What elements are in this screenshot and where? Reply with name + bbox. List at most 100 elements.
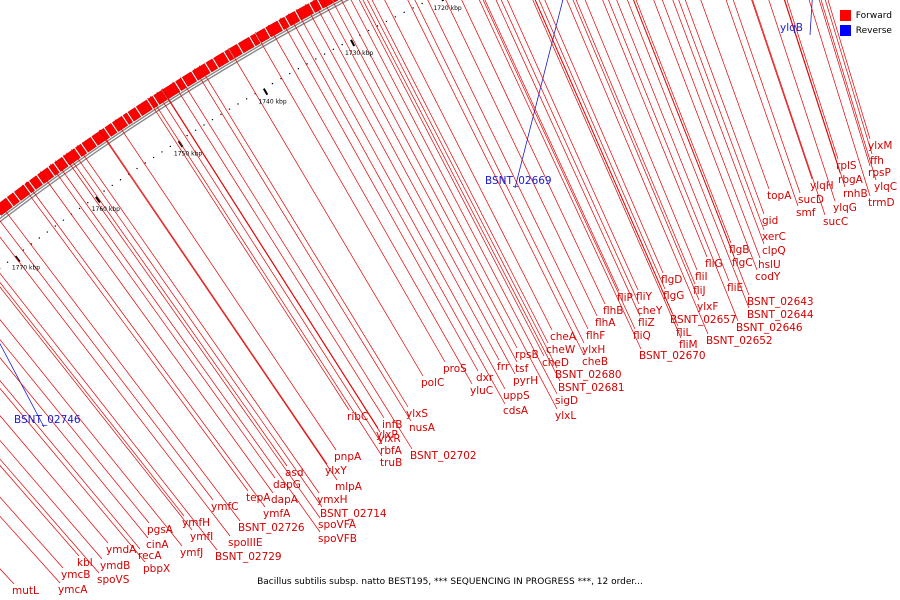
gene-label: BSNT_02729 (215, 551, 282, 563)
gene-leader (575, 0, 696, 285)
gene-leader (0, 236, 231, 537)
scale-ticks (0, 0, 445, 269)
gene-leader (371, 0, 549, 344)
reverse-swatch (839, 25, 851, 36)
scale-minor-tick (78, 207, 81, 210)
reverse-label: Reverse (855, 25, 892, 36)
gene-leader (507, 0, 639, 291)
gene-label: cheA (550, 331, 577, 343)
gene-leader (362, 0, 561, 382)
gene-leader (350, 0, 558, 395)
scale-major-tick (95, 196, 101, 204)
gene-label: dapA (271, 494, 299, 506)
gene-leader (114, 119, 337, 451)
gene-leader (156, 91, 383, 445)
gene-label: fliG (705, 258, 723, 270)
gene-label: ylqG (833, 202, 857, 214)
gene-block (332, 0, 339, 3)
scale-minor-tick (203, 124, 205, 126)
scale-minor-tick (161, 151, 163, 153)
gene-leader (304, 4, 500, 361)
gene-label: BSNT_02646 (736, 322, 803, 334)
gene-label: fliP (617, 292, 633, 304)
gene-label: yluC (470, 385, 493, 397)
gene-leader (0, 286, 193, 531)
gene-label: BSNT_02644 (747, 309, 814, 321)
gene-label: ylxF (697, 301, 718, 313)
gene-label: sucD (798, 194, 824, 206)
gene-label: spoVFB (318, 533, 357, 545)
gene-label: spoVFA (318, 519, 357, 531)
forward-swatch (839, 10, 851, 21)
gene-label: recA (138, 550, 162, 562)
gene-label: hslU (758, 259, 781, 271)
scale-major-tick (262, 88, 269, 96)
gene-label: ylxH (582, 344, 605, 356)
gene-leader (732, 0, 801, 194)
gene-label: ymfI (190, 531, 213, 543)
gene-leader (0, 272, 218, 551)
gene-label: uppS (503, 390, 530, 402)
gene-leader (367, 0, 558, 369)
gene-label: dxr (476, 372, 494, 384)
gene-block (295, 3, 315, 21)
gene-leader (287, 13, 506, 405)
gene-block (13, 184, 31, 201)
map-caption: Bacillus subtilis subsp. natto BEST195, … (257, 577, 643, 587)
gene-label: rplS (836, 160, 857, 172)
gene-label: sucC (823, 216, 848, 228)
legend-forward: Forward (839, 8, 892, 23)
scale-minor-tick (103, 190, 105, 192)
scale-minor-tick (228, 108, 231, 110)
gene-block (255, 28, 271, 43)
scale-minor-tick (403, 11, 405, 14)
gene-label: proS (443, 363, 467, 375)
gene-label: flgC (732, 257, 753, 269)
scale-minor-tick (412, 7, 414, 9)
gene-leader (161, 88, 381, 433)
gene-label: BSNT_02643 (747, 296, 814, 308)
gene-leader (99, 129, 328, 465)
gene-label: pyrH (513, 375, 538, 387)
gene-leader (752, 0, 826, 216)
forward-label: Forward (855, 10, 892, 21)
gene-leader (76, 145, 320, 494)
gene-leader (584, 0, 698, 271)
gene-label: BSNT_02702 (410, 450, 477, 462)
gene-leader (820, 0, 877, 181)
gene-label: rpsP (868, 167, 891, 179)
gene-label: ymcA (58, 584, 88, 596)
gene-leader (254, 32, 446, 363)
gene-leader (55, 160, 321, 533)
gene-label: fliL (676, 327, 692, 339)
scale-minor-tick (54, 225, 57, 227)
gene-leader (98, 130, 338, 481)
gene-block (191, 63, 211, 81)
gene-leader (535, 0, 679, 327)
scale-minor-tick (211, 118, 214, 121)
gene-label: pbpX (143, 563, 170, 575)
gene-block (6, 192, 20, 207)
gene-label: cheB (582, 356, 608, 368)
gene-label: fliJ (693, 285, 706, 297)
gene-label: fliE (727, 282, 743, 294)
gene-leader (179, 77, 413, 450)
gene-leader (49, 164, 276, 479)
gene-leader (661, 0, 761, 259)
scale-minor-tick (421, 2, 423, 5)
legend-reverse: Reverse (839, 23, 892, 38)
backbone-line (0, 0, 350, 223)
gene-leader (484, 0, 620, 292)
scale-minor-tick (332, 48, 335, 51)
gene-leader (39, 171, 274, 494)
scale-minor-tick (194, 129, 197, 131)
gene-leader (808, 0, 871, 197)
gene-label: spoIIIE (228, 537, 262, 549)
scale-minor-tick (341, 43, 343, 46)
gene-label: cinA (146, 539, 169, 551)
gene-leader (0, 282, 185, 517)
gene-leader (228, 47, 424, 377)
gene-leader (672, 0, 765, 245)
gene-leader (407, 0, 585, 356)
